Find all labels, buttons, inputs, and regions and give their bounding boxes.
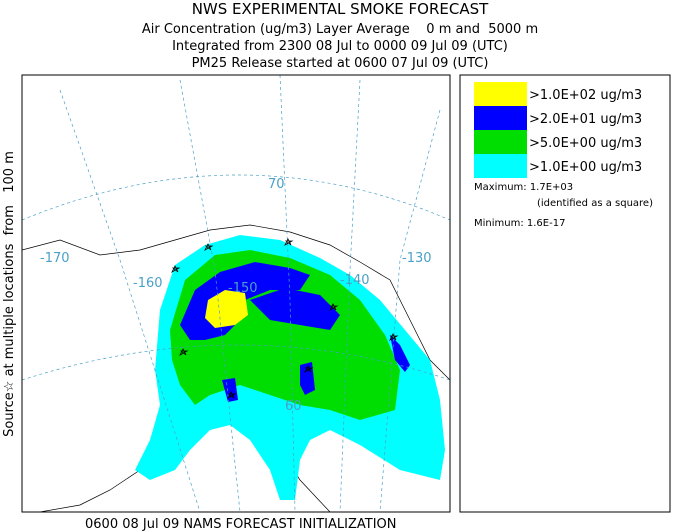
legend-label: >1.0E+00 ug/m3 [529, 160, 642, 175]
map-label: 60 [285, 399, 302, 414]
legend-label: >5.0E+00 ug/m3 [529, 136, 642, 151]
maximum-note: (identified as a square) [537, 198, 653, 209]
map-label: -160 [133, 276, 163, 291]
legend-swatch [474, 154, 527, 178]
legend-label: >1.0E+02 ug/m3 [529, 88, 642, 103]
map-frame [21, 74, 451, 513]
map-label: -130 [402, 251, 432, 266]
map-label: -140 [340, 273, 370, 288]
map-label: -150 [228, 281, 258, 296]
legend-label: >2.0E+01 ug/m3 [529, 112, 642, 127]
map [22, 75, 450, 512]
side-label: Source☆ at multiple locations from 100 m [2, 151, 17, 437]
map-label: 70 [268, 177, 285, 192]
subtitle: Air Concentration (ug/m3) Layer Average … [142, 22, 538, 37]
legend-frame [459, 74, 671, 513]
footer: 0600 08 Jul 09 NAMS FORECAST INITIALIZAT… [85, 517, 397, 532]
subtitle: PM25 Release started at 0600 07 Jul 09 (… [192, 56, 489, 71]
subtitle: Integrated from 2300 08 Jul to 0000 09 J… [172, 39, 508, 54]
minimum: Minimum: 1.6E-17 [474, 218, 565, 229]
title: NWS EXPERIMENTAL SMOKE FORECAST [192, 0, 489, 18]
map-label: -170 [40, 251, 70, 266]
legend-swatch [474, 82, 527, 106]
maximum: Maximum: 1.7E+03 [474, 182, 573, 193]
legend-swatch [474, 130, 527, 154]
legend-swatch [474, 106, 527, 130]
